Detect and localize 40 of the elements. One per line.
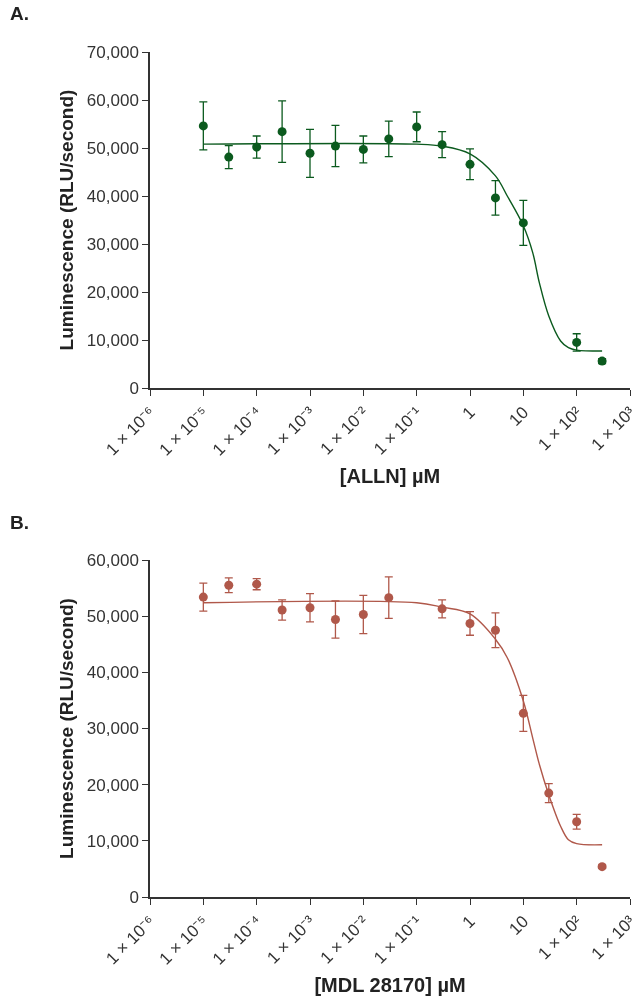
x-tick-label: 1 × 10⁻¹ xyxy=(370,402,426,459)
chart-title: A. xyxy=(10,3,29,24)
y-tick-label: 60,000 xyxy=(86,90,139,110)
x-tick-label: 10 xyxy=(505,403,533,430)
y-tick-label: 0 xyxy=(129,378,139,398)
x-tick-label: 1 xyxy=(458,403,479,424)
point xyxy=(412,122,422,132)
y-axis-title: Luminescence (RLU/second) xyxy=(56,89,78,351)
point xyxy=(358,144,368,154)
y-tick-label: 70,000 xyxy=(86,42,139,62)
x-tick-label: 1 × 10⁻¹ xyxy=(370,911,426,968)
y-axis-title: Luminescence (RLU/second) xyxy=(56,598,78,859)
y-tick-label: 0 xyxy=(129,887,139,907)
point xyxy=(277,127,287,137)
point xyxy=(198,121,208,131)
y-tick-label: 50,000 xyxy=(86,607,139,627)
x-tick-label: 1 × 10² xyxy=(534,911,586,964)
point xyxy=(465,159,475,169)
x-axis-title: [ALLN] µM xyxy=(339,464,441,487)
y-tick-label: 40,000 xyxy=(86,663,139,683)
y-tick-label: 20,000 xyxy=(86,775,139,795)
y-tick-label: 60,000 xyxy=(86,550,139,570)
y-tick-label: 10,000 xyxy=(86,330,139,350)
chart-title: B. xyxy=(10,512,29,533)
point xyxy=(384,134,394,144)
y-tick-label: 30,000 xyxy=(86,719,139,739)
y-tick-label: 30,000 xyxy=(86,234,139,254)
x-tick-label: 1 × 10³ xyxy=(587,402,640,455)
y-tick-label: 20,000 xyxy=(86,282,139,302)
x-tick-label: 1 × 10² xyxy=(534,402,586,455)
point xyxy=(224,152,234,162)
x-axis-title: [MDL 28170] µM xyxy=(314,973,466,996)
x-tick-label: 1 × 10³ xyxy=(587,911,640,964)
x-tick-label: 10 xyxy=(505,912,533,939)
y-tick-label: 50,000 xyxy=(86,138,139,158)
y-tick-label: 10,000 xyxy=(86,831,139,851)
point xyxy=(305,148,315,158)
x-tick-label: 1 xyxy=(458,912,479,933)
y-tick-label: 40,000 xyxy=(86,186,139,206)
point xyxy=(490,193,500,203)
